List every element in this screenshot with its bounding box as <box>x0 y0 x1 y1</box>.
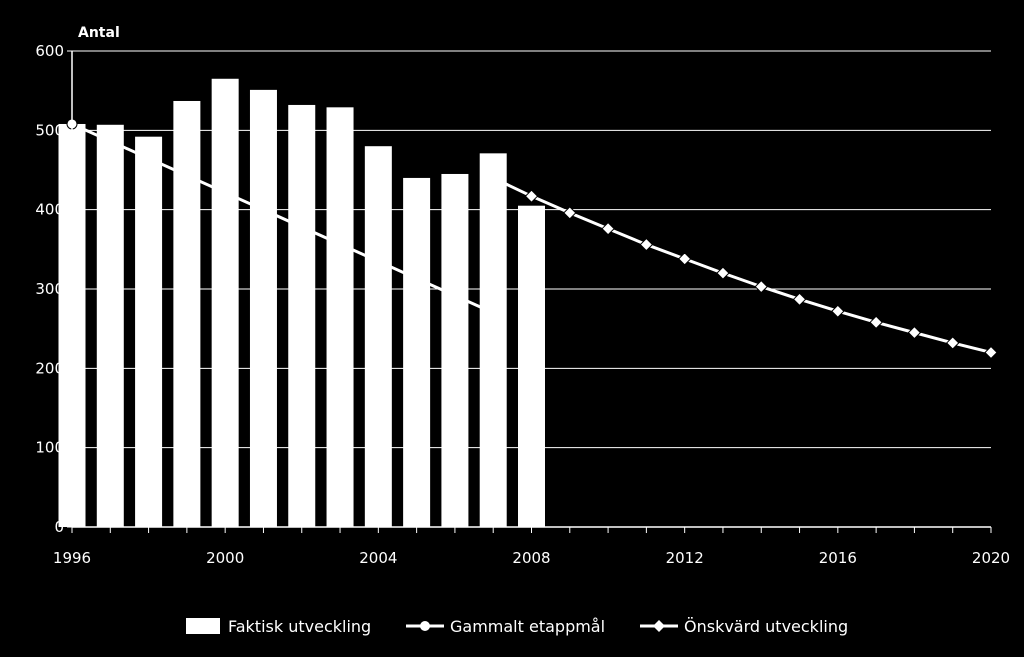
legend: Faktisk utveckling Gammalt etappmål Önskvä… <box>186 617 848 636</box>
bar <box>96 124 124 527</box>
y-tick-label: 300 <box>35 280 64 298</box>
bar <box>211 78 239 528</box>
legend-marker-diamond <box>653 620 665 632</box>
marker-diamond <box>831 304 845 318</box>
x-tick-label: 2004 <box>359 549 397 567</box>
y-tick-label: 500 <box>35 121 64 139</box>
legend-label-onskvard: Önskvärd utveckling <box>684 617 848 636</box>
x-tick-label: 2020 <box>972 549 1010 567</box>
marker-diamond <box>754 279 768 294</box>
marker-diamond <box>984 345 998 360</box>
y-tick-label: 600 <box>35 42 64 60</box>
bar <box>441 173 469 527</box>
y-tick-label: 0 <box>54 518 64 536</box>
marker-diamond <box>792 292 807 307</box>
x-tick-label: 2012 <box>666 549 704 567</box>
bar <box>249 89 277 527</box>
bar <box>518 205 545 527</box>
legend-marker-circle <box>420 621 430 631</box>
marker-diamond <box>946 336 960 350</box>
bar <box>364 146 392 527</box>
marker-diamond <box>524 189 539 203</box>
bar <box>326 107 354 528</box>
bar <box>479 153 507 527</box>
marker-diamond <box>563 206 577 220</box>
bar <box>403 177 431 527</box>
line-onskvard-utveckling <box>492 176 992 354</box>
marker-diamond <box>601 221 615 236</box>
x-tick-label: 2000 <box>206 549 244 567</box>
bar <box>288 104 316 528</box>
x-tick-label: 1996 <box>53 549 91 567</box>
marker-diamond <box>639 237 654 252</box>
marker-diamond <box>869 315 883 330</box>
lines <box>66 118 998 360</box>
marker-diamond <box>716 266 730 280</box>
y-tick-label: 200 <box>35 359 64 377</box>
x-tick-label: 2016 <box>819 549 857 567</box>
line-gammalt-etappmal <box>71 122 494 315</box>
y-tick-label: 100 <box>35 439 64 457</box>
axes: 0 100 200 300 400 500 600 1996 2000 2004 2008 2012 2… <box>35 42 1010 567</box>
bar <box>135 136 163 527</box>
x-tick-label: 2008 <box>512 549 550 567</box>
legend-swatch-faktisk <box>186 618 220 634</box>
marker-diamond <box>907 325 922 340</box>
y-tick-label: 400 <box>35 201 64 219</box>
marker-diamond <box>677 252 692 266</box>
legend-label-gammalt: Gammalt etappmål <box>450 617 605 636</box>
y-axis-title: Antal <box>78 25 120 41</box>
legend-label-faktisk: Faktisk utveckling <box>228 617 371 636</box>
bar <box>173 100 201 527</box>
bars-faktisk-utveckling <box>58 78 545 528</box>
